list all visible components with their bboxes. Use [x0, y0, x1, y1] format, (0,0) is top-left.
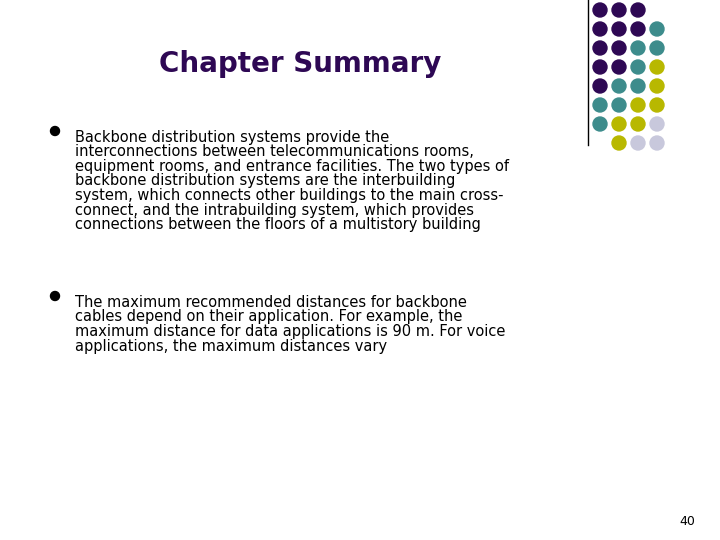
Circle shape [612, 136, 626, 150]
Text: connect, and the intrabuilding system, which provides: connect, and the intrabuilding system, w… [75, 202, 474, 218]
Circle shape [650, 79, 664, 93]
Circle shape [650, 22, 664, 36]
Text: backbone distribution systems are the interbuilding: backbone distribution systems are the in… [75, 173, 455, 188]
Circle shape [593, 3, 607, 17]
Circle shape [631, 3, 645, 17]
Text: cables depend on their application. For example, the: cables depend on their application. For … [75, 309, 462, 325]
Circle shape [612, 98, 626, 112]
Circle shape [650, 117, 664, 131]
Circle shape [593, 117, 607, 131]
Text: equipment rooms, and entrance facilities. The two types of: equipment rooms, and entrance facilities… [75, 159, 509, 174]
Circle shape [612, 3, 626, 17]
Circle shape [50, 292, 60, 300]
Circle shape [612, 79, 626, 93]
Text: Backbone distribution systems provide the: Backbone distribution systems provide th… [75, 130, 390, 145]
Text: 40: 40 [679, 515, 695, 528]
Circle shape [593, 22, 607, 36]
Circle shape [650, 136, 664, 150]
Circle shape [612, 41, 626, 55]
Text: connections between the floors of a multistory building: connections between the floors of a mult… [75, 217, 481, 232]
Text: maximum distance for data applications is 90 m. For voice: maximum distance for data applications i… [75, 324, 505, 339]
Text: Chapter Summary: Chapter Summary [159, 50, 441, 78]
Circle shape [631, 41, 645, 55]
Circle shape [650, 41, 664, 55]
Circle shape [612, 22, 626, 36]
Circle shape [593, 41, 607, 55]
Circle shape [612, 60, 626, 74]
Circle shape [631, 136, 645, 150]
Circle shape [612, 117, 626, 131]
Circle shape [631, 117, 645, 131]
Circle shape [593, 98, 607, 112]
Circle shape [631, 79, 645, 93]
Circle shape [50, 126, 60, 136]
Circle shape [631, 98, 645, 112]
Circle shape [631, 60, 645, 74]
Text: applications, the maximum distances vary: applications, the maximum distances vary [75, 339, 387, 354]
Circle shape [593, 60, 607, 74]
Text: interconnections between telecommunications rooms,: interconnections between telecommunicati… [75, 145, 474, 159]
Circle shape [650, 60, 664, 74]
Circle shape [650, 98, 664, 112]
Circle shape [593, 79, 607, 93]
Text: system, which connects other buildings to the main cross-: system, which connects other buildings t… [75, 188, 503, 203]
Circle shape [631, 22, 645, 36]
Text: The maximum recommended distances for backbone: The maximum recommended distances for ba… [75, 295, 467, 310]
